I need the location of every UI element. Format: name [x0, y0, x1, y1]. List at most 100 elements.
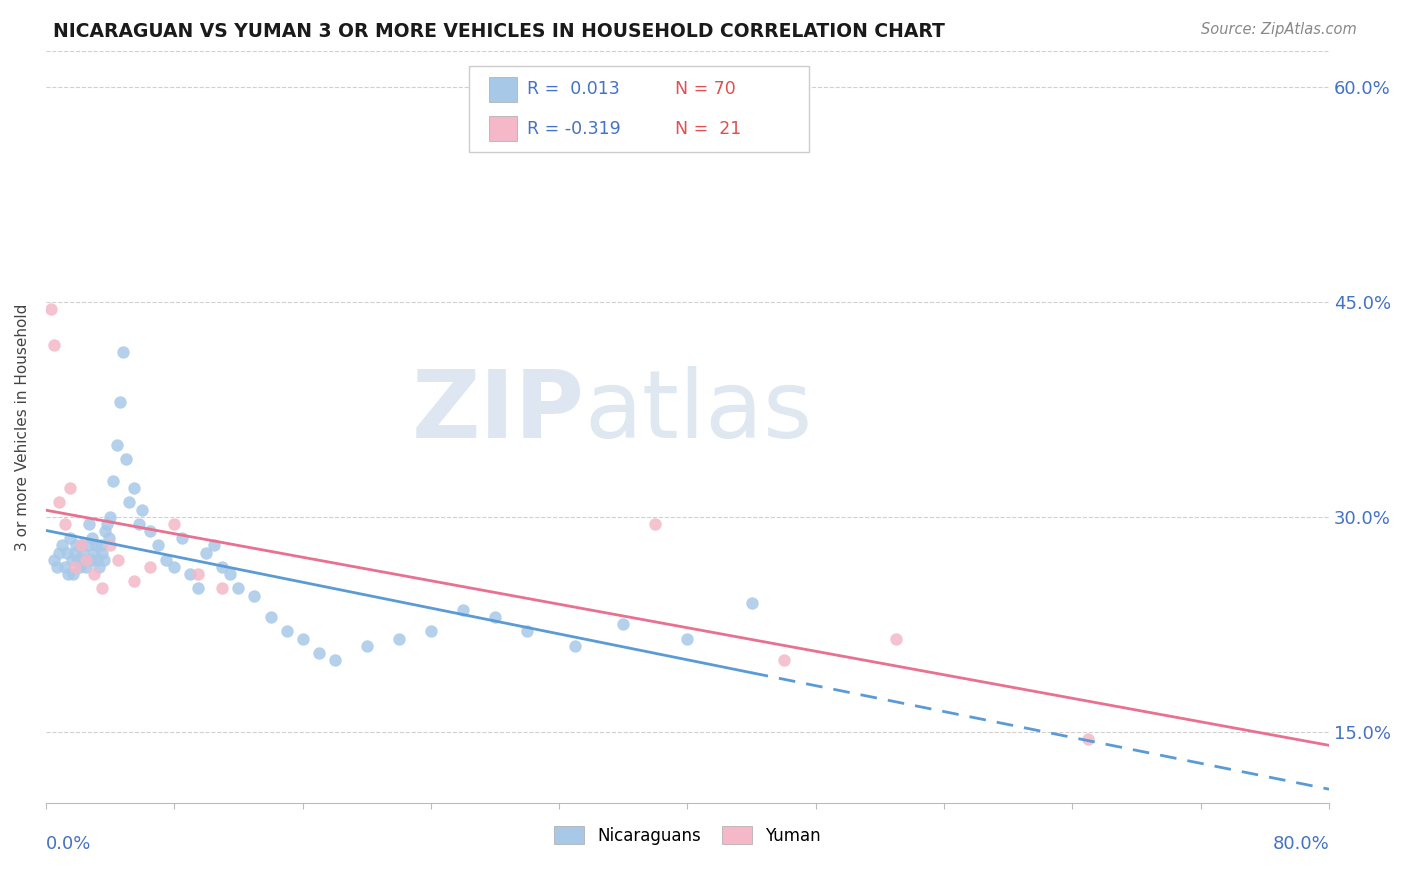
Point [56, 545, 79, 559]
Text: 80.0%: 80.0% [1272, 835, 1329, 853]
Point [122, 481, 145, 495]
Text: 0.0%: 0.0% [46, 835, 91, 853]
Point [323, 653, 346, 667]
Point [202, 538, 225, 552]
Point [139, 524, 162, 538]
Point [259, 610, 281, 624]
Point [115, 452, 138, 467]
Point [676, 632, 699, 646]
Text: N = 70: N = 70 [675, 80, 735, 98]
Point [388, 632, 411, 646]
FancyBboxPatch shape [489, 116, 517, 141]
Point [39, 301, 62, 316]
Point [211, 560, 233, 574]
Point [51, 538, 73, 552]
Point [48, 495, 70, 509]
Point [48, 545, 70, 559]
Point [58, 567, 80, 582]
Point [82, 531, 104, 545]
Point [228, 582, 250, 596]
Point [77, 516, 100, 531]
Point [243, 589, 266, 603]
Text: R = -0.319: R = -0.319 [527, 120, 621, 137]
Point [76, 538, 98, 552]
Point [63, 545, 86, 559]
Point [80, 552, 103, 566]
Text: R =  0.013: R = 0.013 [527, 80, 620, 98]
Point [67, 552, 90, 566]
Point [772, 653, 794, 667]
Point [308, 646, 330, 660]
FancyBboxPatch shape [489, 77, 517, 102]
Point [89, 538, 111, 552]
Point [516, 624, 538, 639]
Point [111, 344, 134, 359]
Point [91, 545, 114, 559]
Point [62, 567, 84, 582]
Point [291, 632, 314, 646]
Point [172, 531, 194, 545]
Point [98, 538, 121, 552]
Point [122, 574, 145, 589]
FancyBboxPatch shape [470, 66, 810, 153]
Text: N =  21: N = 21 [675, 120, 741, 137]
Point [75, 560, 97, 574]
Point [419, 624, 441, 639]
Point [356, 639, 378, 653]
Point [91, 582, 114, 596]
Point [65, 538, 87, 552]
Point [46, 560, 69, 574]
Point [42, 552, 65, 566]
Point [131, 502, 153, 516]
Point [83, 545, 105, 559]
Point [103, 474, 125, 488]
Point [42, 337, 65, 351]
Point [96, 516, 118, 531]
Point [187, 582, 209, 596]
Point [211, 582, 233, 596]
Point [163, 516, 186, 531]
Point [63, 560, 86, 574]
Point [84, 538, 107, 552]
Point [484, 610, 506, 624]
Point [128, 516, 150, 531]
Legend: Nicaraguans, Yuman: Nicaraguans, Yuman [548, 820, 827, 852]
Point [72, 545, 94, 559]
Point [53, 560, 76, 574]
Text: Source: ZipAtlas.com: Source: ZipAtlas.com [1201, 22, 1357, 37]
Point [98, 509, 121, 524]
Point [73, 552, 96, 566]
Point [451, 603, 474, 617]
Text: NICARAGUAN VS YUMAN 3 OR MORE VEHICLES IN HOUSEHOLD CORRELATION CHART: NICARAGUAN VS YUMAN 3 OR MORE VEHICLES I… [53, 22, 945, 41]
Point [70, 538, 93, 552]
Text: atlas: atlas [585, 366, 813, 458]
Point [612, 617, 634, 632]
Point [148, 538, 170, 552]
Point [105, 438, 128, 452]
Point [564, 639, 586, 653]
Point [884, 632, 907, 646]
Point [108, 395, 131, 409]
Point [97, 531, 120, 545]
Point [219, 567, 242, 582]
Point [75, 552, 97, 566]
Point [741, 596, 763, 610]
Point [53, 516, 76, 531]
Point [118, 495, 141, 509]
Point [1077, 731, 1099, 746]
Point [94, 524, 117, 538]
Point [107, 552, 129, 566]
Point [163, 560, 186, 574]
Point [69, 560, 91, 574]
Point [59, 481, 82, 495]
Point [276, 624, 298, 639]
Y-axis label: 3 or more Vehicles in Household: 3 or more Vehicles in Household [15, 303, 30, 550]
Point [139, 560, 162, 574]
Point [93, 552, 115, 566]
Point [59, 531, 82, 545]
Point [179, 567, 201, 582]
Point [87, 560, 110, 574]
Point [187, 567, 209, 582]
Point [70, 538, 93, 552]
Point [83, 567, 105, 582]
